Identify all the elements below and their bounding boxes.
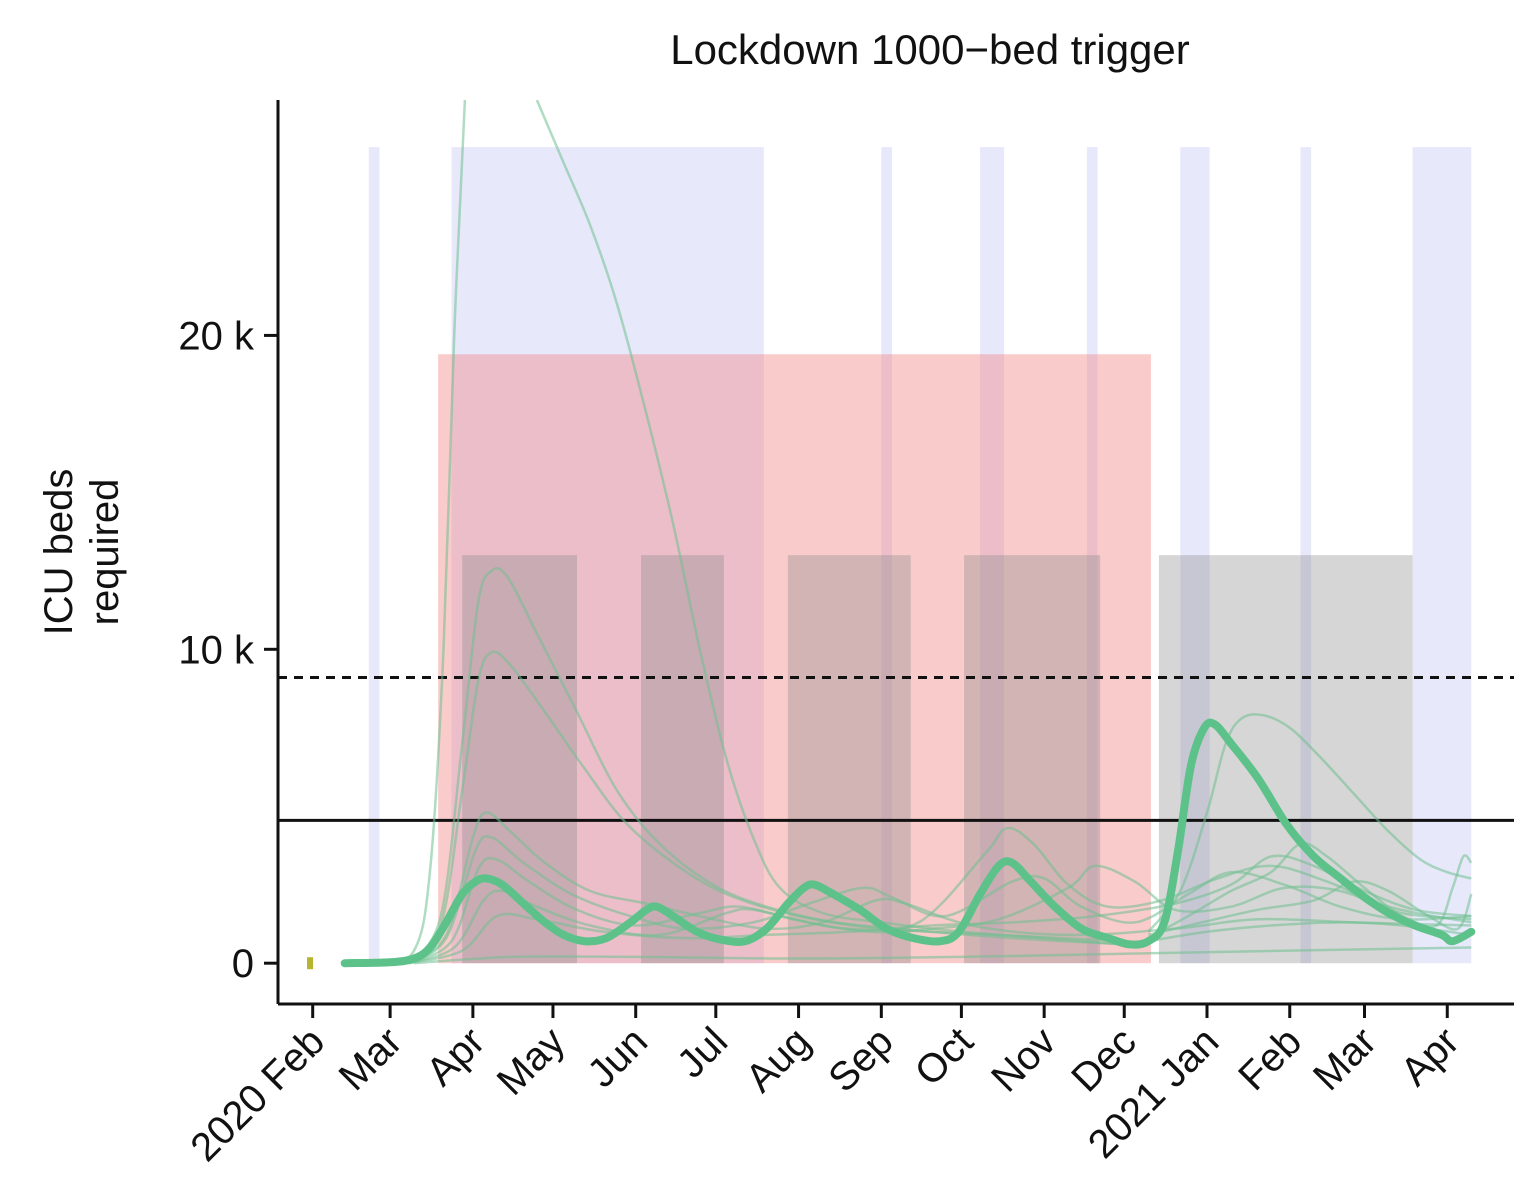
x-tick-label-13: Mar xyxy=(1305,1019,1385,1099)
marker-0 xyxy=(307,957,314,970)
lockdown-period-2 xyxy=(881,147,892,964)
main-series-line xyxy=(340,718,1476,968)
y-tick-label-1: 10 k xyxy=(178,628,255,672)
red-band-0 xyxy=(438,354,1151,964)
x-tick-label-5: Jul xyxy=(669,1019,736,1086)
x-tick-label-6: Aug xyxy=(737,1019,818,1100)
y-tick-label-0: 0 xyxy=(232,942,254,986)
y-axis-label: ICU beds required xyxy=(37,469,127,636)
main-series xyxy=(340,718,1476,968)
x-tick-label-1: Mar xyxy=(331,1019,411,1099)
lockdown-period-7 xyxy=(1412,147,1472,964)
gray-box-1 xyxy=(641,555,724,964)
x-tick-label-9: Nov xyxy=(983,1019,1064,1100)
x-tick-label-4: Jun xyxy=(579,1019,656,1096)
x-tick-label-3: May xyxy=(489,1019,574,1104)
gray-box-3 xyxy=(964,555,1101,964)
lockdown-period-6 xyxy=(1300,147,1312,964)
axes xyxy=(276,100,1514,1006)
x-tick-label-2: Apr xyxy=(418,1019,493,1094)
ensemble-line-9 xyxy=(1147,713,1472,933)
red-band-shading xyxy=(438,354,1151,964)
ensemble-line-4 xyxy=(408,811,1472,965)
ensemble-line-13 xyxy=(414,946,1472,965)
ensemble-line-11 xyxy=(1148,880,1473,937)
gray-box-2 xyxy=(787,555,911,964)
lockdown-period-1 xyxy=(451,147,764,964)
y-axis-label-line-2: required xyxy=(83,479,127,626)
ensemble-line-10 xyxy=(1147,842,1473,940)
y-ticks: 0 10 k 20 k xyxy=(178,314,278,986)
reference-lines xyxy=(278,676,1514,822)
markers xyxy=(307,957,314,970)
lockdown-period-3 xyxy=(980,147,1005,964)
chart-title: Lockdown 1000−bed trigger xyxy=(670,26,1190,73)
x-tick-label-8: Oct xyxy=(907,1019,982,1094)
y-axis-label-line-1: ICU beds xyxy=(37,469,81,636)
lockdown-period-4 xyxy=(1086,147,1098,964)
y-tick-label-2: 20 k xyxy=(178,314,255,358)
x-tick-label-0: 2020 Feb xyxy=(182,1019,333,1170)
x-tick-label-14: Apr xyxy=(1392,1019,1467,1094)
x-tick-label-12: Feb xyxy=(1230,1019,1310,1099)
ensemble-line-6 xyxy=(408,826,1472,965)
lockdown-period-0 xyxy=(368,147,380,964)
x-tick-label-7: Sep xyxy=(820,1019,901,1100)
lockdown-shading xyxy=(368,147,1472,964)
ensemble-line-0 xyxy=(378,100,467,965)
